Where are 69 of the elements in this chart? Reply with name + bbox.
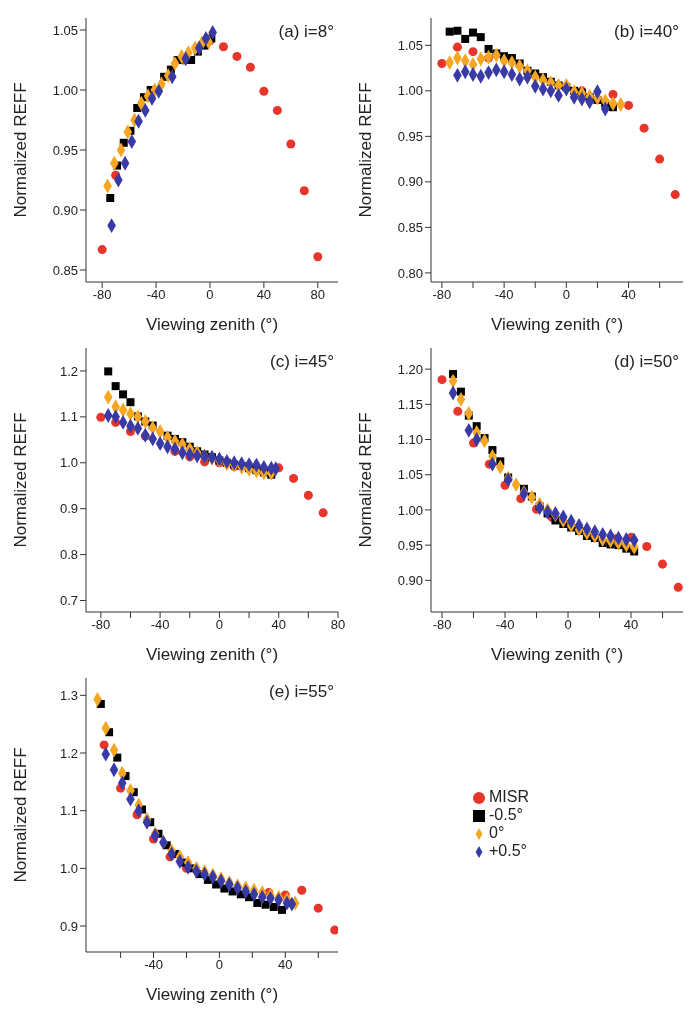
legend-label: MISR [489,788,529,805]
x-tick-label: 40 [621,287,636,303]
y-tick-label: 0.90 [397,174,423,190]
x-tick-label: -40 [495,617,515,633]
x-axis-title: Viewing zenith (°) [145,985,279,1004]
y-tick-label: 1.3 [59,687,78,703]
y-tick-label: 0.95 [52,142,78,158]
y-tick-label: 1.2 [59,745,78,761]
x-tick-label: -80 [91,617,111,633]
x-tick-label: 0 [564,617,572,633]
x-tick-label: 0 [562,287,570,303]
chart-title: (c) i=45° [270,352,334,372]
x-tick-label: -40 [150,617,170,633]
x-tick-label: -40 [146,287,166,303]
x-tick-label: 80 [310,287,326,303]
x-axis-title: Viewing zenith (°) [145,645,279,664]
y-tick-label: 1.05 [397,37,423,53]
x-tick-label: -40 [494,287,514,303]
y-tick-label: 1.05 [397,467,423,483]
y-tick-label: 1.15 [397,396,423,412]
x-tick-label: 40 [256,287,272,303]
y-axis-title: Normalized REFF [356,412,376,548]
y-axis-title: Normalized REFF [11,412,31,548]
y-tick-label: 1.1 [59,409,78,425]
y-tick-label: 0.9 [59,918,78,934]
y-axis-title: Normalized REFF [11,747,31,883]
x-tick-label: 40 [278,957,293,973]
x-tick-label: 0 [206,287,214,303]
chart-title: (b) i=40° [614,22,679,42]
y-tick-label: 1.00 [397,502,423,518]
y-tick-label: 0.85 [397,219,423,235]
y-tick-label: 1.0 [59,455,78,471]
legend-label: -0.5° [489,806,523,823]
y-tick-label: 0.95 [397,537,423,553]
chart-title: (d) i=50° [614,352,679,372]
y-tick-label: 0.80 [397,265,423,281]
y-tick-label: 0.85 [52,262,78,278]
y-tick-label: 1.1 [59,803,78,819]
y-tick-label: 1.10 [397,432,423,448]
y-tick-label: 1.00 [397,83,423,99]
y-tick-label: 1.05 [52,22,78,38]
x-tick-label: 0 [215,957,224,973]
y-tick-label: 0.90 [52,202,78,218]
x-tick-label: 80 [330,617,346,633]
y-tick-label: 0.8 [59,547,78,563]
y-tick-label: 0.9 [59,501,78,517]
x-axis-title: Viewing zenith (°) [490,645,624,664]
y-tick-label: 1.0 [59,860,78,876]
y-tick-label: 1.00 [52,82,78,98]
y-tick-label: 1.2 [59,363,78,379]
y-tick-label: 1.20 [397,361,423,377]
legend-label: 0° [489,824,505,841]
x-tick-label: -80 [92,287,112,303]
y-axis-title: Normalized REFF [356,82,376,218]
x-tick-label: -80 [432,287,452,303]
x-axis-title: Viewing zenith (°) [490,315,624,334]
y-tick-label: 0.95 [397,128,423,144]
chart-title: (e) i=55° [269,682,334,702]
y-tick-label: 0.7 [59,593,78,609]
x-tick-label: 40 [271,617,286,633]
x-axis-title: Viewing zenith (°) [145,315,279,334]
x-tick-label: 40 [623,617,639,633]
y-axis-title: Normalized REFF [11,82,31,218]
chart-title: (a) i=8° [278,22,334,42]
x-tick-label: -80 [432,617,452,633]
y-tick-label: 0.90 [397,572,423,588]
x-tick-label: 0 [215,617,224,633]
legend-label: +0.5° [489,842,527,859]
x-tick-label: -40 [144,957,163,973]
